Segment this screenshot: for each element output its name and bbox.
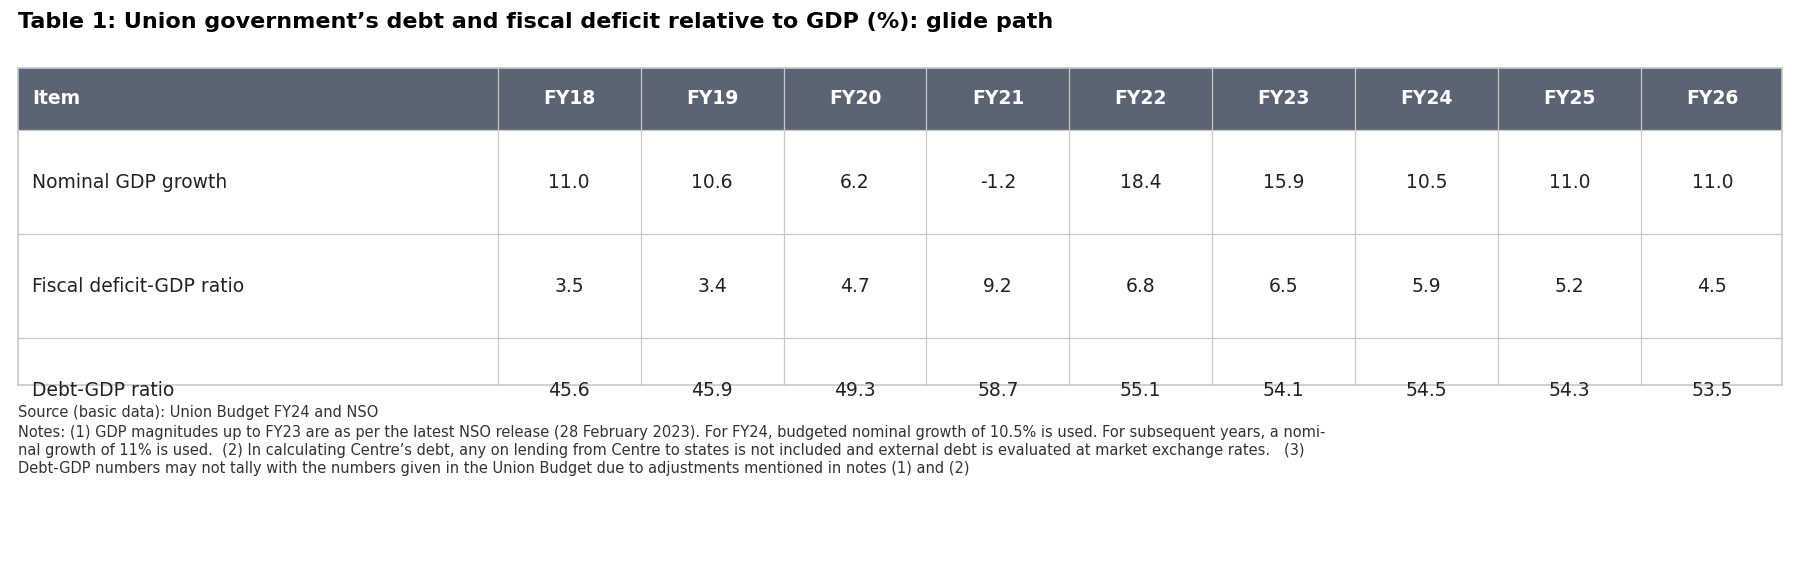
Text: 54.3: 54.3 xyxy=(1548,381,1589,400)
Text: -1.2: -1.2 xyxy=(979,172,1015,191)
Text: 10.6: 10.6 xyxy=(691,172,733,191)
Text: nal growth of 11% is used.  (2) In calculating Centre’s debt, any on lending fro: nal growth of 11% is used. (2) In calcul… xyxy=(18,443,1305,458)
Text: 53.5: 53.5 xyxy=(1692,381,1733,400)
Text: 55.1: 55.1 xyxy=(1120,381,1161,400)
Text: 11.0: 11.0 xyxy=(1548,172,1589,191)
Text: FY21: FY21 xyxy=(972,90,1024,109)
Text: 6.2: 6.2 xyxy=(841,172,869,191)
Text: 49.3: 49.3 xyxy=(833,381,877,400)
Text: 54.5: 54.5 xyxy=(1406,381,1447,400)
Text: 15.9: 15.9 xyxy=(1264,172,1305,191)
Text: 10.5: 10.5 xyxy=(1406,172,1447,191)
Text: 18.4: 18.4 xyxy=(1120,172,1161,191)
Text: Debt-GDP numbers may not tally with the numbers given in the Union Budget due to: Debt-GDP numbers may not tally with the … xyxy=(18,461,970,476)
Text: Notes: (1) GDP magnitudes up to FY23 are as per the latest NSO release (28 Febru: Notes: (1) GDP magnitudes up to FY23 are… xyxy=(18,425,1325,440)
Text: FY25: FY25 xyxy=(1543,90,1595,109)
Text: Source (basic data): Union Budget FY24 and NSO: Source (basic data): Union Budget FY24 a… xyxy=(18,405,378,420)
Text: 11.0: 11.0 xyxy=(1692,172,1733,191)
Text: Table 1: Union government’s debt and fiscal deficit relative to GDP (%): glide p: Table 1: Union government’s debt and fis… xyxy=(18,12,1053,32)
Text: 4.5: 4.5 xyxy=(1697,276,1728,296)
Text: Fiscal deficit-GDP ratio: Fiscal deficit-GDP ratio xyxy=(32,276,245,296)
Text: 3.5: 3.5 xyxy=(554,276,583,296)
Text: 58.7: 58.7 xyxy=(977,381,1019,400)
Text: FY22: FY22 xyxy=(1114,90,1166,109)
Text: 3.4: 3.4 xyxy=(697,276,727,296)
Text: 5.9: 5.9 xyxy=(1411,276,1442,296)
Text: 4.7: 4.7 xyxy=(841,276,869,296)
Text: Item: Item xyxy=(32,90,81,109)
Text: 54.1: 54.1 xyxy=(1264,381,1305,400)
Text: FY23: FY23 xyxy=(1258,90,1310,109)
Text: 9.2: 9.2 xyxy=(983,276,1013,296)
Text: FY19: FY19 xyxy=(686,90,738,109)
Text: FY18: FY18 xyxy=(544,90,596,109)
Text: 5.2: 5.2 xyxy=(1555,276,1584,296)
Text: 45.6: 45.6 xyxy=(549,381,590,400)
Text: FY26: FY26 xyxy=(1687,90,1739,109)
Text: Nominal GDP growth: Nominal GDP growth xyxy=(32,172,227,191)
Text: FY24: FY24 xyxy=(1400,90,1453,109)
Text: 45.9: 45.9 xyxy=(691,381,733,400)
Text: Debt-GDP ratio: Debt-GDP ratio xyxy=(32,381,175,400)
Text: 11.0: 11.0 xyxy=(549,172,590,191)
Text: FY20: FY20 xyxy=(828,90,882,109)
Text: 6.8: 6.8 xyxy=(1127,276,1156,296)
Text: 6.5: 6.5 xyxy=(1269,276,1298,296)
